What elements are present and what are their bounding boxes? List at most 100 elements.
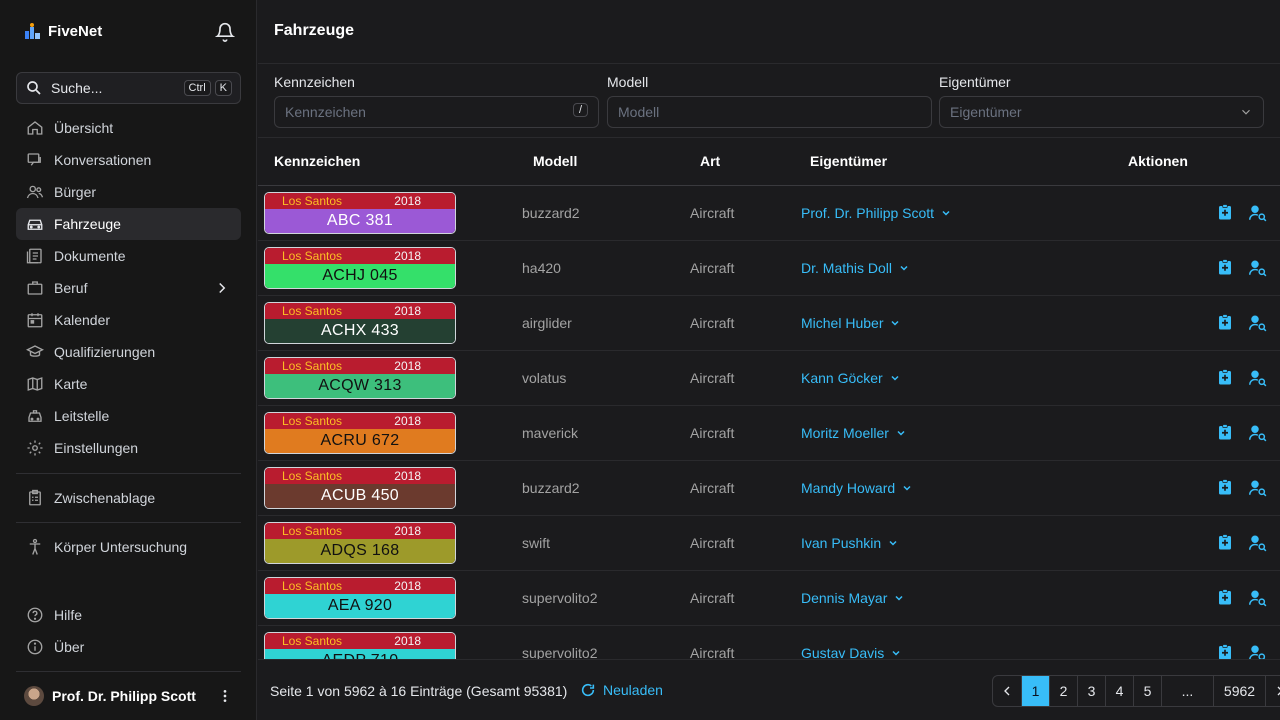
license-plate[interactable]: Los Santos 2018 AEDP 710 <box>264 632 456 659</box>
clipboard-add-icon[interactable] <box>1216 643 1234 659</box>
user-search-icon[interactable] <box>1248 479 1268 497</box>
page-button-3[interactable]: 3 <box>1078 676 1106 706</box>
model-input[interactable]: Modell <box>607 96 932 128</box>
owner-link[interactable]: Ivan Pushkin <box>801 535 899 551</box>
sidebar-item-hilfe[interactable]: Hilfe <box>16 599 241 631</box>
clipboard-add-icon[interactable] <box>1216 423 1234 441</box>
user-search-icon[interactable] <box>1248 644 1268 659</box>
chevron-down-icon <box>889 540 897 546</box>
clipboard-add-icon[interactable] <box>1216 258 1234 276</box>
column-header-owner[interactable]: Eigentümer <box>810 153 888 169</box>
plate-header: Los Santos 2018 <box>265 468 455 484</box>
document-icon <box>26 248 42 264</box>
owner-link[interactable]: Moritz Moeller <box>801 425 907 441</box>
vehicle-model: supervolito2 <box>522 645 598 659</box>
user-search-icon[interactable] <box>1248 204 1268 222</box>
notifications-bell-icon[interactable] <box>214 22 236 42</box>
column-header-type[interactable]: Art <box>700 153 721 169</box>
next-page-button[interactable] <box>1266 676 1280 706</box>
sidebar-item-zwischenablage[interactable]: Zwischenablage <box>16 482 241 514</box>
clipboard-add-icon[interactable] <box>1216 588 1234 606</box>
car-icon <box>27 219 43 230</box>
user-search-icon[interactable] <box>1248 589 1268 607</box>
page-button-4[interactable]: 4 <box>1106 676 1134 706</box>
owner-link[interactable]: Dr. Mathis Doll <box>801 260 910 276</box>
sidebar-item-fahrzeuge[interactable]: Fahrzeuge <box>16 208 241 240</box>
owner-link[interactable]: Michel Huber <box>801 315 901 331</box>
clipboard-add-icon[interactable] <box>1216 478 1234 496</box>
pagination-ellipsis: ... <box>1162 676 1214 706</box>
license-plate[interactable]: Los Santos 2018 ACHJ 045 <box>264 247 456 289</box>
clipboard-add-icon[interactable] <box>1216 533 1234 551</box>
info-icon <box>27 639 43 655</box>
sidebar-item-koerper-untersuchung[interactable]: Körper Untersuchung <box>16 531 241 563</box>
more-vertical-icon[interactable] <box>217 688 233 704</box>
brand[interactable]: FiveNet <box>24 22 102 40</box>
column-header-plate[interactable]: Kennzeichen <box>274 153 361 169</box>
clipboard-add-icon[interactable] <box>1216 313 1234 331</box>
sidebar-divider <box>16 522 241 523</box>
prev-page-button[interactable] <box>993 676 1022 706</box>
user-menu[interactable]: Prof. Dr. Philipp Scott <box>16 671 241 720</box>
owner-select[interactable]: Eigentümer <box>939 96 1264 128</box>
clipboard-add-icon[interactable] <box>1216 203 1234 221</box>
license-plate[interactable]: Los Santos 2018 ACQW 313 <box>264 357 456 399</box>
owner-name: Michel Huber <box>801 315 884 331</box>
sidebar-item-konversationen[interactable]: Konversationen <box>16 144 241 176</box>
sidebar-item-leitstelle[interactable]: Leitstelle <box>16 400 241 432</box>
sidebar-item-einstellungen[interactable]: Einstellungen <box>16 432 241 464</box>
sidebar-help-section: Hilfe Über <box>16 599 241 663</box>
sidebar-item-beruf[interactable]: Beruf <box>16 272 241 304</box>
license-plate[interactable]: Los Santos 2018 ACRU 672 <box>264 412 456 454</box>
license-plate[interactable]: Los Santos 2018 AEA 920 <box>264 577 456 619</box>
user-search-icon[interactable] <box>1248 369 1268 387</box>
sidebar-item-karte[interactable]: Karte <box>16 368 241 400</box>
chevron-down-icon <box>900 265 908 271</box>
sidebar-item-ueber[interactable]: Über <box>16 631 241 663</box>
plate-region: Los Santos <box>282 414 343 428</box>
sidebar-item-dokumente[interactable]: Dokumente <box>16 240 241 272</box>
owner-link[interactable]: Gustav Davis <box>801 645 902 659</box>
plate-region: Los Santos <box>282 524 343 538</box>
owner-link[interactable]: Prof. Dr. Philipp Scott <box>801 205 952 221</box>
model-filter: Modell Modell <box>607 74 932 128</box>
vehicle-type: Aircraft <box>690 315 735 331</box>
plate-header: Los Santos 2018 <box>265 633 455 649</box>
vehicle-model: supervolito2 <box>522 590 598 606</box>
sidebar-item-kalender[interactable]: Kalender <box>16 304 241 336</box>
user-search-icon[interactable] <box>1248 424 1268 442</box>
owner-link[interactable]: Mandy Howard <box>801 480 913 496</box>
license-plate[interactable]: Los Santos 2018 ADQS 168 <box>264 522 456 564</box>
search-button[interactable]: Suche... Ctrl K <box>16 72 241 104</box>
user-search-icon[interactable] <box>1248 314 1268 332</box>
sidebar-item-buerger[interactable]: Bürger <box>16 176 241 208</box>
column-header-model[interactable]: Modell <box>533 153 578 169</box>
sidebar-item-qualifizierungen[interactable]: Qualifizierungen <box>16 336 241 368</box>
owner-link[interactable]: Kann Göcker <box>801 370 901 386</box>
plate-filter-label: Kennzeichen <box>274 74 355 90</box>
license-plate[interactable]: Los Santos 2018 ACUB 450 <box>264 467 456 509</box>
clipboard-add-icon[interactable] <box>1216 368 1234 386</box>
pagination: 1 2 3 4 5... 5962 <box>992 675 1280 707</box>
page-button-2[interactable]: 2 <box>1050 676 1078 706</box>
owner-link[interactable]: Dennis Mayar <box>801 590 905 606</box>
license-plate[interactable]: Los Santos 2018 ABC 381 <box>264 192 456 234</box>
fivenet-logo-icon <box>24 22 42 40</box>
reload-button[interactable]: Neuladen <box>580 682 663 698</box>
sidebar: FiveNet Suche... Ctrl K Übersicht Konvers… <box>0 0 257 720</box>
owner-name: Kann Göcker <box>801 370 883 386</box>
user-search-icon[interactable] <box>1248 534 1268 552</box>
plate-region: Los Santos <box>282 469 343 483</box>
sidebar-item-label: Konversationen <box>54 152 152 168</box>
plate-header: Los Santos 2018 <box>265 413 455 429</box>
plate-year: 2018 <box>394 579 421 593</box>
vehicle-model: buzzard2 <box>522 205 580 221</box>
sidebar-item-uebersicht[interactable]: Übersicht <box>16 112 241 144</box>
page-button-5962[interactable]: 5962 <box>1214 676 1266 706</box>
user-search-icon[interactable] <box>1248 259 1268 277</box>
page-button-1[interactable]: 1 <box>1022 676 1050 706</box>
home-icon <box>27 121 43 135</box>
plate-input[interactable]: Kennzeichen / <box>274 96 599 128</box>
page-button-5[interactable]: 5 <box>1134 676 1162 706</box>
license-plate[interactable]: Los Santos 2018 ACHX 433 <box>264 302 456 344</box>
